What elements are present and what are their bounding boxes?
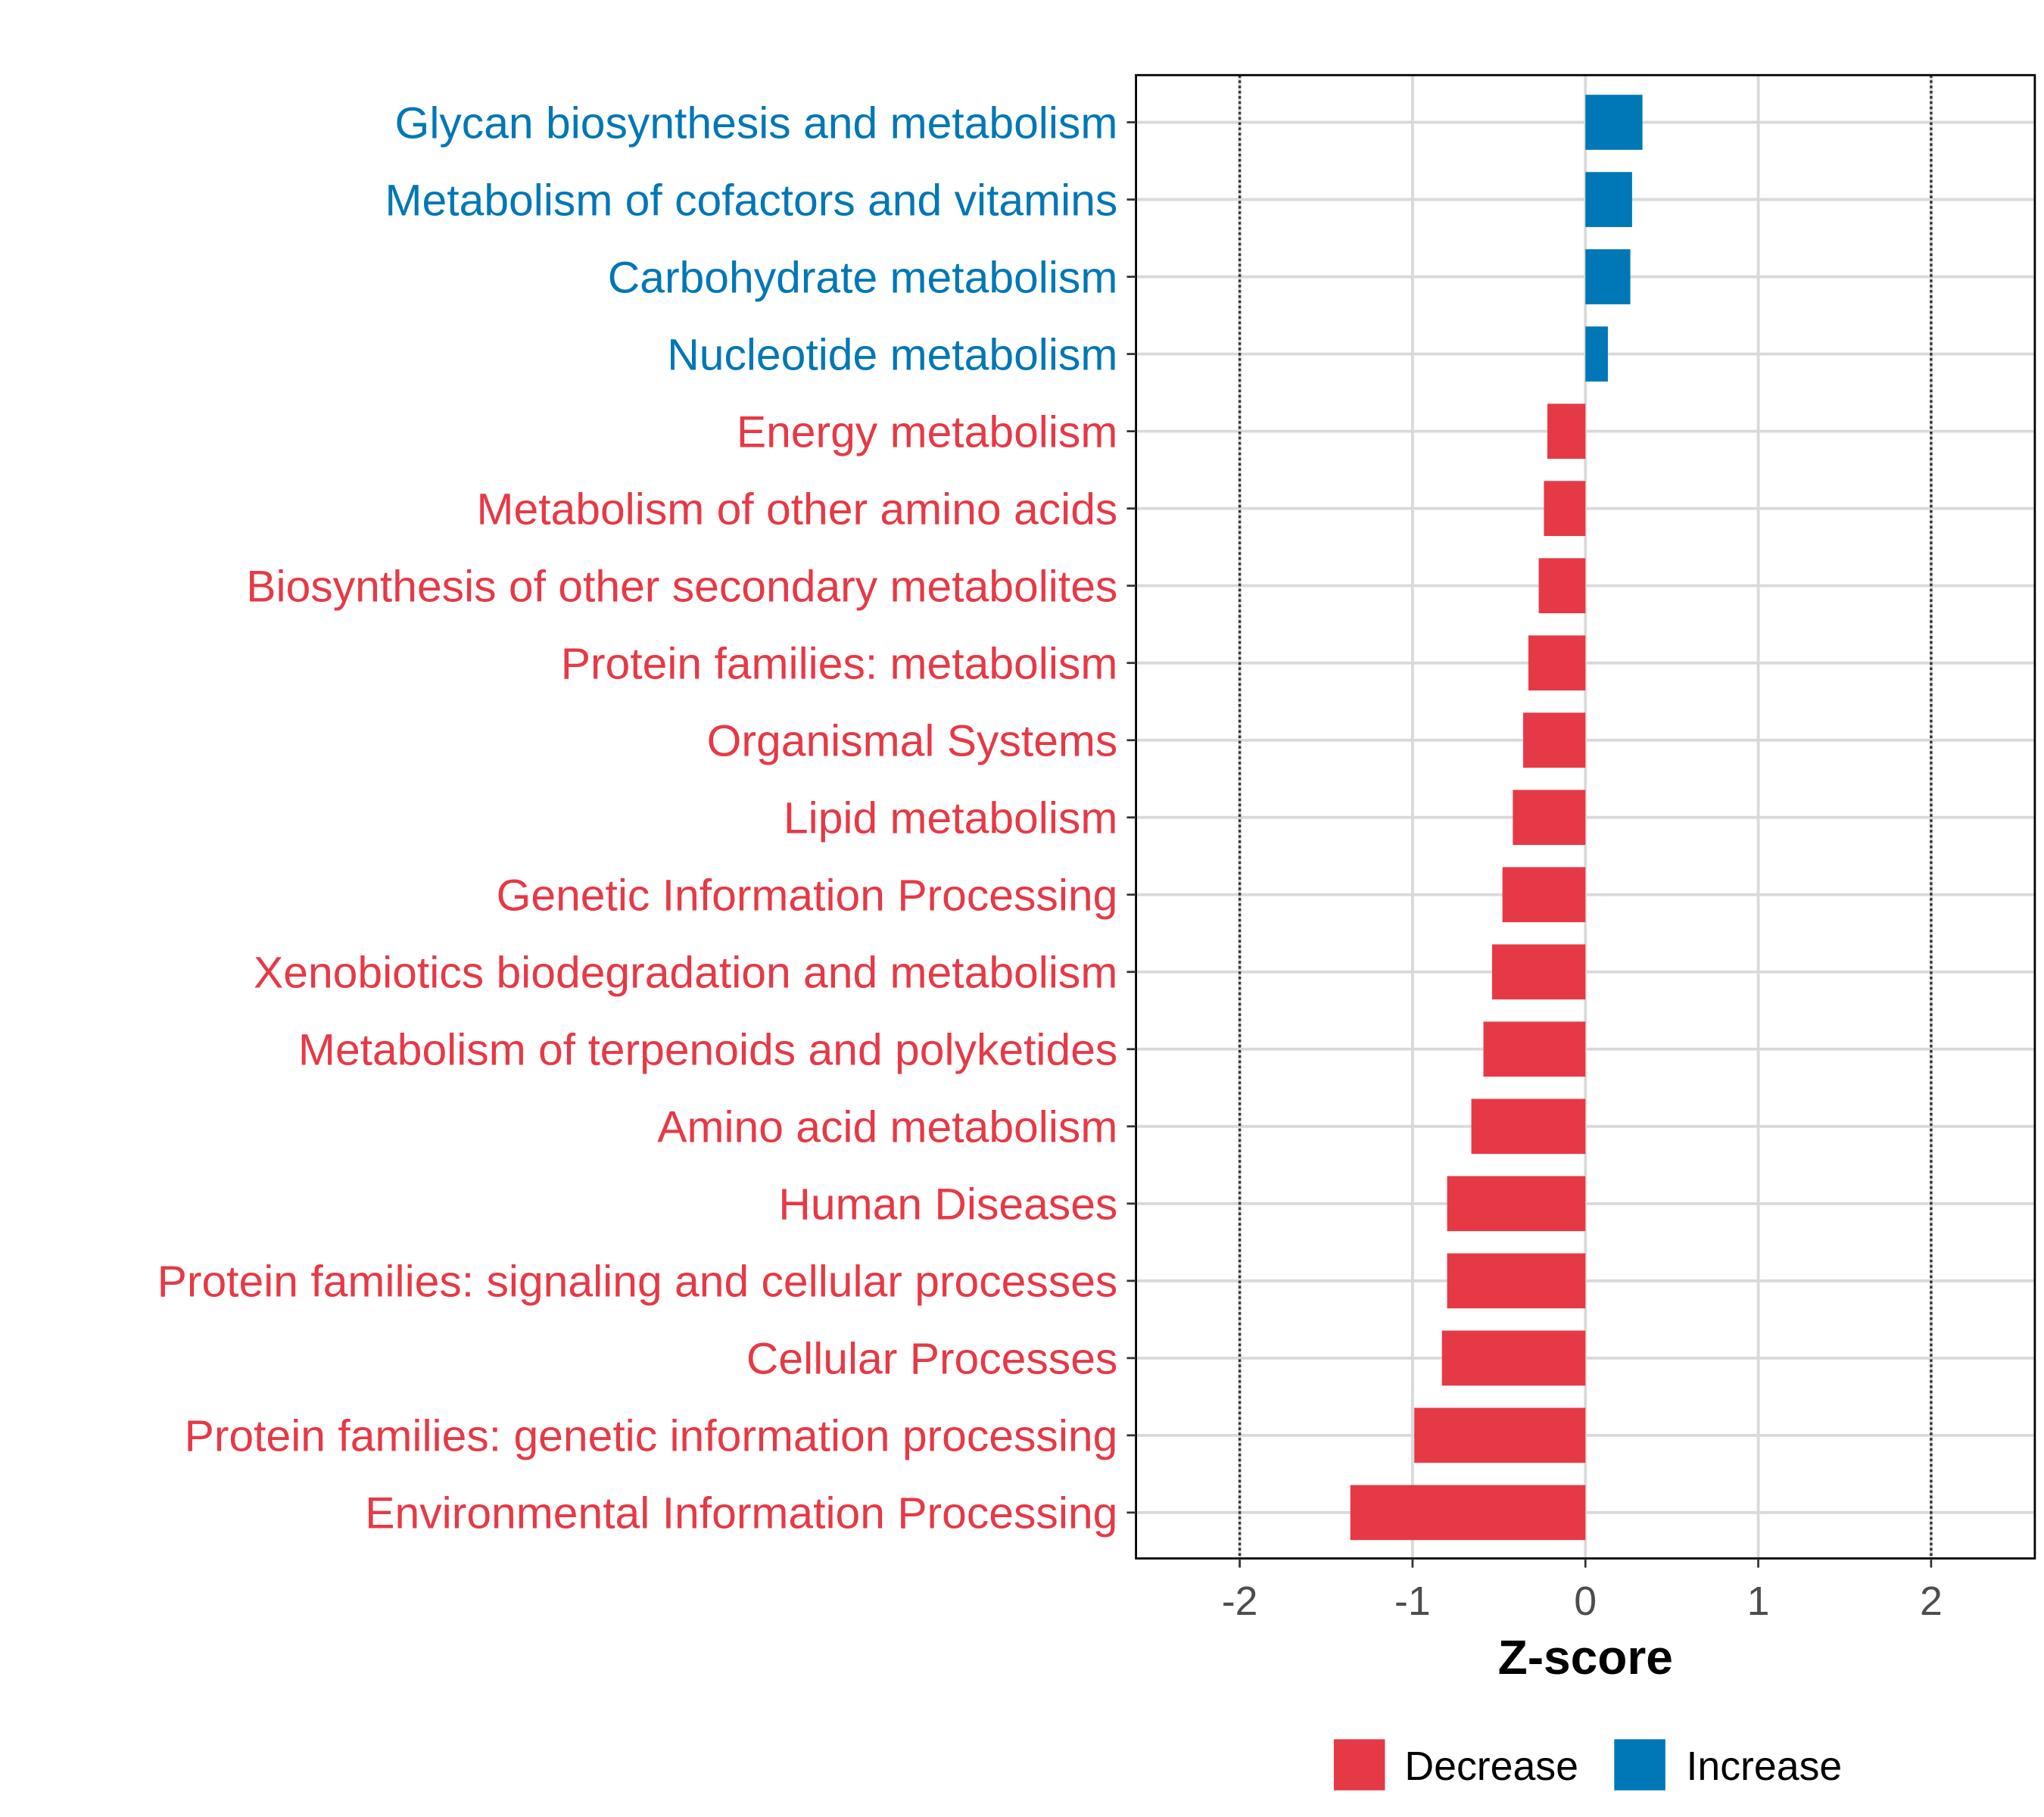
bar bbox=[1447, 1176, 1586, 1232]
y-tick-label: Metabolism of other amino acids bbox=[476, 485, 1117, 534]
y-tick-label: Xenobiotics biodegradation and metabolis… bbox=[254, 949, 1117, 998]
bar bbox=[1585, 326, 1608, 382]
x-tick-label: 2 bbox=[1920, 1579, 1943, 1624]
x-tick-label: 1 bbox=[1747, 1579, 1770, 1624]
legend: Decrease Increase bbox=[1333, 1739, 1842, 1791]
bar bbox=[1538, 558, 1586, 613]
y-tick-label: Metabolism of cofactors and vitamins bbox=[385, 176, 1118, 225]
legend-swatch-increase bbox=[1614, 1739, 1665, 1791]
y-tick-label: Protein families: metabolism bbox=[561, 639, 1118, 688]
y-tick-label: Protein families: genetic information pr… bbox=[185, 1412, 1118, 1461]
y-tick-label: Cellular Processes bbox=[746, 1335, 1117, 1384]
y-axis-labels: Glycan biosynthesis and metabolism Metabo… bbox=[157, 98, 1136, 1538]
y-tick-label: Lipid metabolism bbox=[784, 793, 1117, 843]
y-tick-label: Biosynthesis of other secondary metaboli… bbox=[246, 562, 1117, 611]
x-tick-label: -1 bbox=[1394, 1579, 1431, 1624]
bar bbox=[1491, 944, 1586, 1000]
y-tick-label: Environmental Information Processing bbox=[365, 1489, 1117, 1538]
y-tick-label: Genetic Information Processing bbox=[497, 871, 1118, 920]
y-tick-label: Energy metabolism bbox=[737, 407, 1118, 457]
y-tick-label: Glycan biosynthesis and metabolism bbox=[395, 98, 1118, 148]
bar bbox=[1585, 249, 1631, 304]
bar bbox=[1441, 1330, 1586, 1386]
y-tick-label: Organismal Systems bbox=[707, 716, 1118, 765]
bar bbox=[1447, 1253, 1586, 1309]
y-tick-label: Protein families: signaling and cellular… bbox=[157, 1258, 1118, 1307]
bar bbox=[1585, 172, 1632, 227]
legend-label-increase: Increase bbox=[1686, 1744, 1842, 1789]
y-tick-label: Metabolism of terpenoids and polyketides bbox=[298, 1026, 1117, 1075]
bar bbox=[1502, 867, 1586, 923]
legend-swatch-decrease bbox=[1333, 1739, 1385, 1791]
bars-layer bbox=[1350, 95, 1643, 1541]
x-tick-label: 0 bbox=[1574, 1579, 1597, 1624]
bar bbox=[1513, 790, 1586, 846]
bar bbox=[1547, 404, 1586, 459]
bar bbox=[1523, 712, 1586, 768]
y-tick-label: Amino acid metabolism bbox=[657, 1103, 1117, 1152]
bar bbox=[1585, 95, 1643, 150]
y-tick-label: Human Diseases bbox=[778, 1180, 1117, 1230]
reference-lines bbox=[1238, 75, 1933, 1559]
legend-label-decrease: Decrease bbox=[1404, 1744, 1578, 1789]
bar bbox=[1350, 1485, 1586, 1541]
x-tick-label: -2 bbox=[1222, 1579, 1258, 1624]
y-tick-label: Carbohydrate metabolism bbox=[608, 253, 1118, 302]
bar bbox=[1414, 1407, 1586, 1463]
bar bbox=[1471, 1099, 1586, 1155]
x-axis-ticks: -2 -1 0 1 2 bbox=[1222, 1558, 1943, 1624]
bar bbox=[1483, 1021, 1586, 1077]
bar bbox=[1528, 635, 1586, 691]
x-axis-title: Z-score bbox=[1498, 1630, 1673, 1685]
y-tick-label: Nucleotide metabolism bbox=[667, 330, 1117, 379]
bar bbox=[1544, 481, 1586, 536]
